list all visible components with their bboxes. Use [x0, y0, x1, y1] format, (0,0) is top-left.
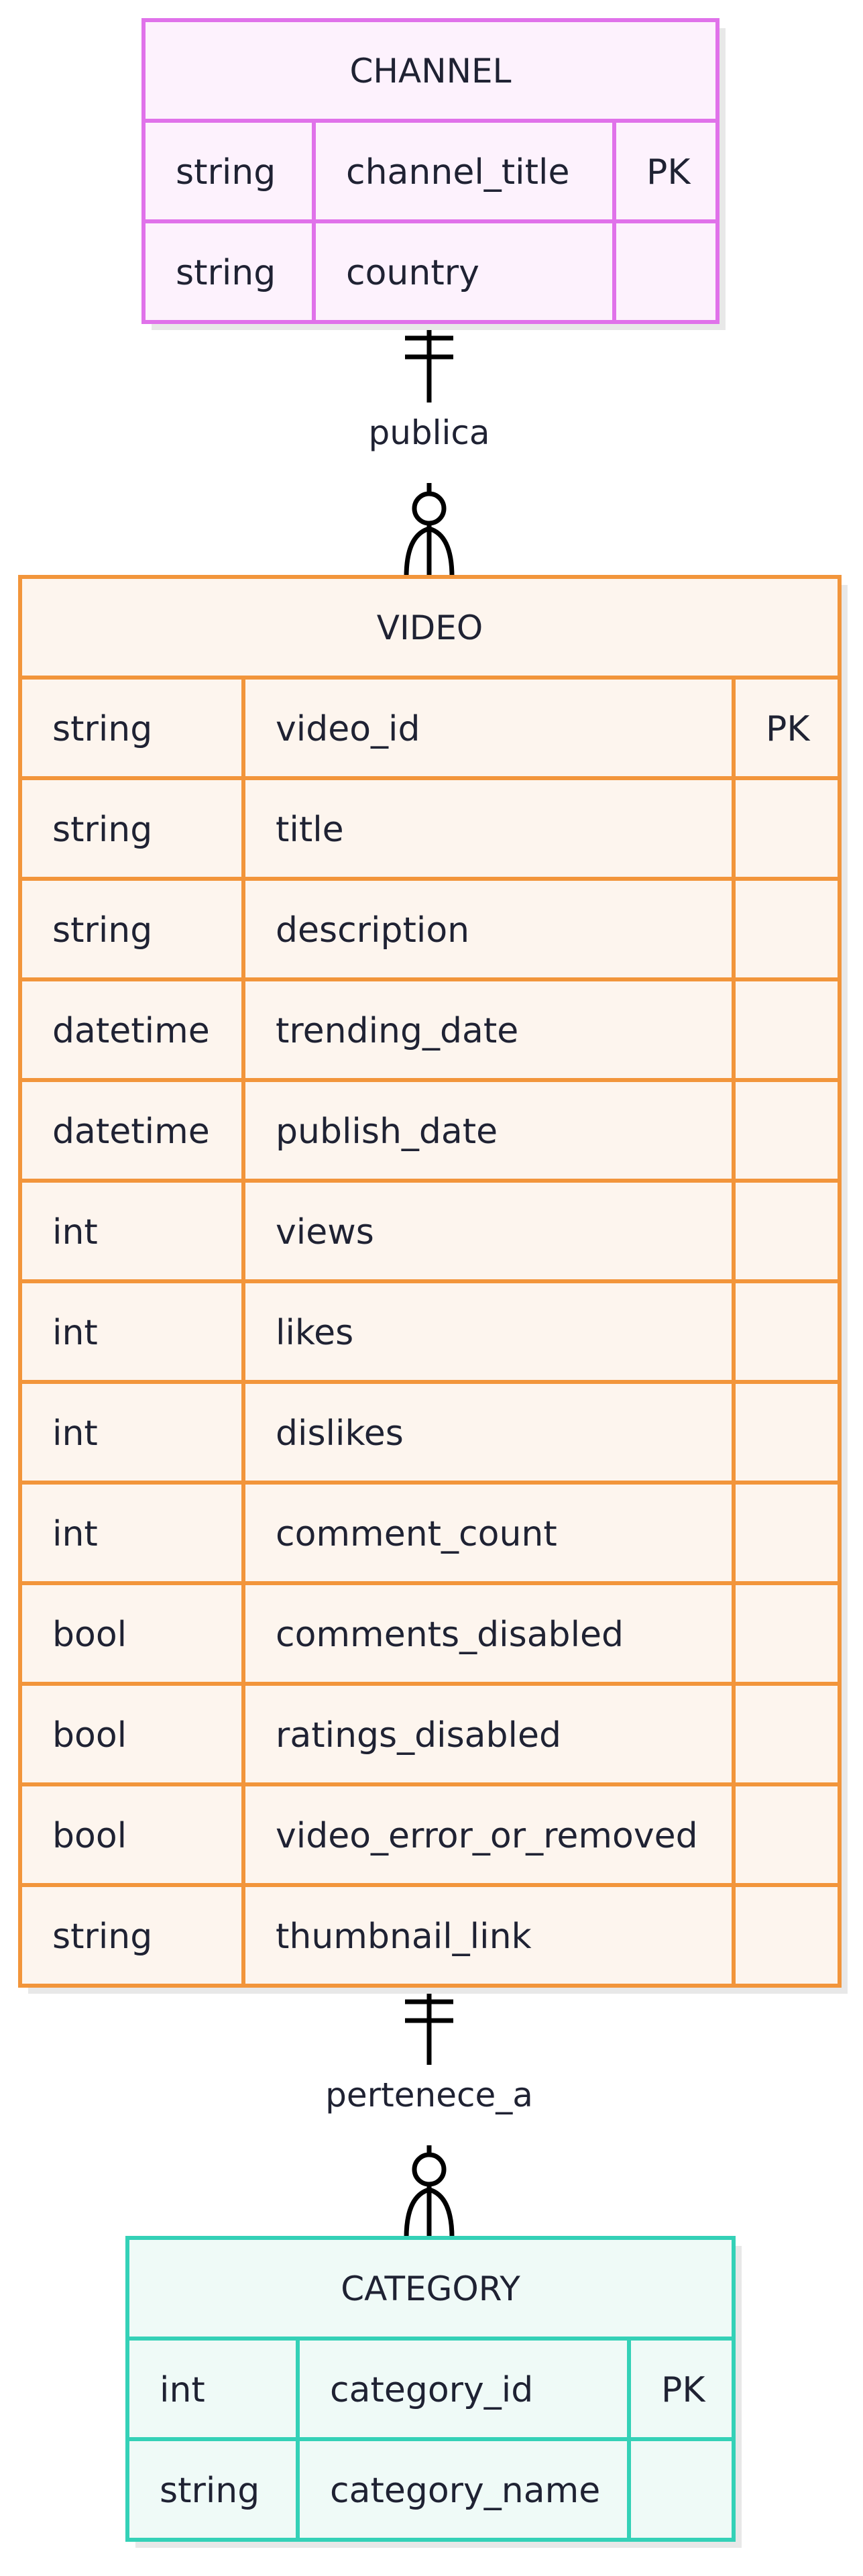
cardinality-many-icon: [404, 491, 455, 578]
relationship-label: pertenece_a: [325, 2076, 533, 2114]
attribute-type: string: [52, 1917, 152, 1957]
attribute-type: string: [52, 910, 152, 951]
attribute-name: category_name: [330, 2471, 600, 2511]
entity-category: CATEGORY int category_id PK string category_n…: [125, 2236, 742, 2548]
relationship-label: publica: [368, 413, 490, 452]
attribute-type: string: [52, 810, 152, 850]
relationship-pertenece_a: pertenece_a: [325, 1986, 533, 2239]
attribute-name: publish_date: [276, 1112, 498, 1152]
attribute-name: likes: [276, 1313, 353, 1353]
attribute-name: channel_title: [346, 152, 569, 193]
entities-layer: CHANNEL string channel_title PK string countr…: [18, 18, 848, 2548]
attribute-name: video_id: [276, 709, 420, 749]
cardinality-one-icon: [405, 1999, 453, 2023]
attribute-type: bool: [52, 1615, 127, 1655]
cardinality-one-icon: [405, 335, 453, 360]
cardinality-many-icon: [404, 2152, 455, 2239]
attribute-name: country: [346, 253, 479, 293]
attribute-name: video_error_or_removed: [276, 1816, 698, 1856]
entity-title: VIDEO: [377, 608, 483, 647]
attribute-type: datetime: [52, 1112, 210, 1152]
attribute-key: PK: [646, 152, 691, 193]
attribute-name: thumbnail_link: [276, 1917, 532, 1957]
attribute-type: bool: [52, 1715, 127, 1756]
attribute-type: string: [176, 152, 276, 193]
attribute-name: title: [276, 810, 344, 850]
attribute-type: string: [52, 709, 152, 749]
attribute-type: int: [160, 2370, 205, 2410]
attribute-name: comments_disabled: [276, 1615, 624, 1655]
attribute-name: trending_date: [276, 1011, 518, 1051]
attribute-type: bool: [52, 1816, 127, 1856]
relationship-publica: publica: [368, 322, 490, 578]
entity-title: CHANNEL: [350, 52, 512, 91]
attribute-type: int: [52, 1212, 98, 1252]
attribute-type: int: [52, 1413, 98, 1454]
attribute-type: string: [176, 253, 276, 293]
attribute-type: int: [52, 1313, 98, 1353]
attribute-name: ratings_disabled: [276, 1715, 561, 1756]
attribute-name: comment_count: [276, 1514, 557, 1554]
entity-box: [141, 18, 720, 324]
attribute-name: dislikes: [276, 1413, 404, 1454]
attribute-type: int: [52, 1514, 98, 1554]
relationships-layer: publica pertenece_a: [325, 322, 533, 2239]
entity-title: CATEGORY: [341, 2269, 520, 2308]
attribute-type: string: [160, 2471, 260, 2511]
attribute-key: PK: [661, 2370, 706, 2410]
entity-channel: CHANNEL string channel_title PK string countr…: [141, 18, 726, 330]
attribute-name: views: [276, 1212, 374, 1252]
entity-video: VIDEO string video_id PK string title string de…: [18, 575, 848, 1994]
attribute-name: category_id: [330, 2370, 533, 2410]
attribute-name: description: [276, 910, 469, 951]
entity-box: [125, 2236, 736, 2542]
attribute-key: PK: [766, 709, 811, 749]
attribute-type: datetime: [52, 1011, 210, 1051]
